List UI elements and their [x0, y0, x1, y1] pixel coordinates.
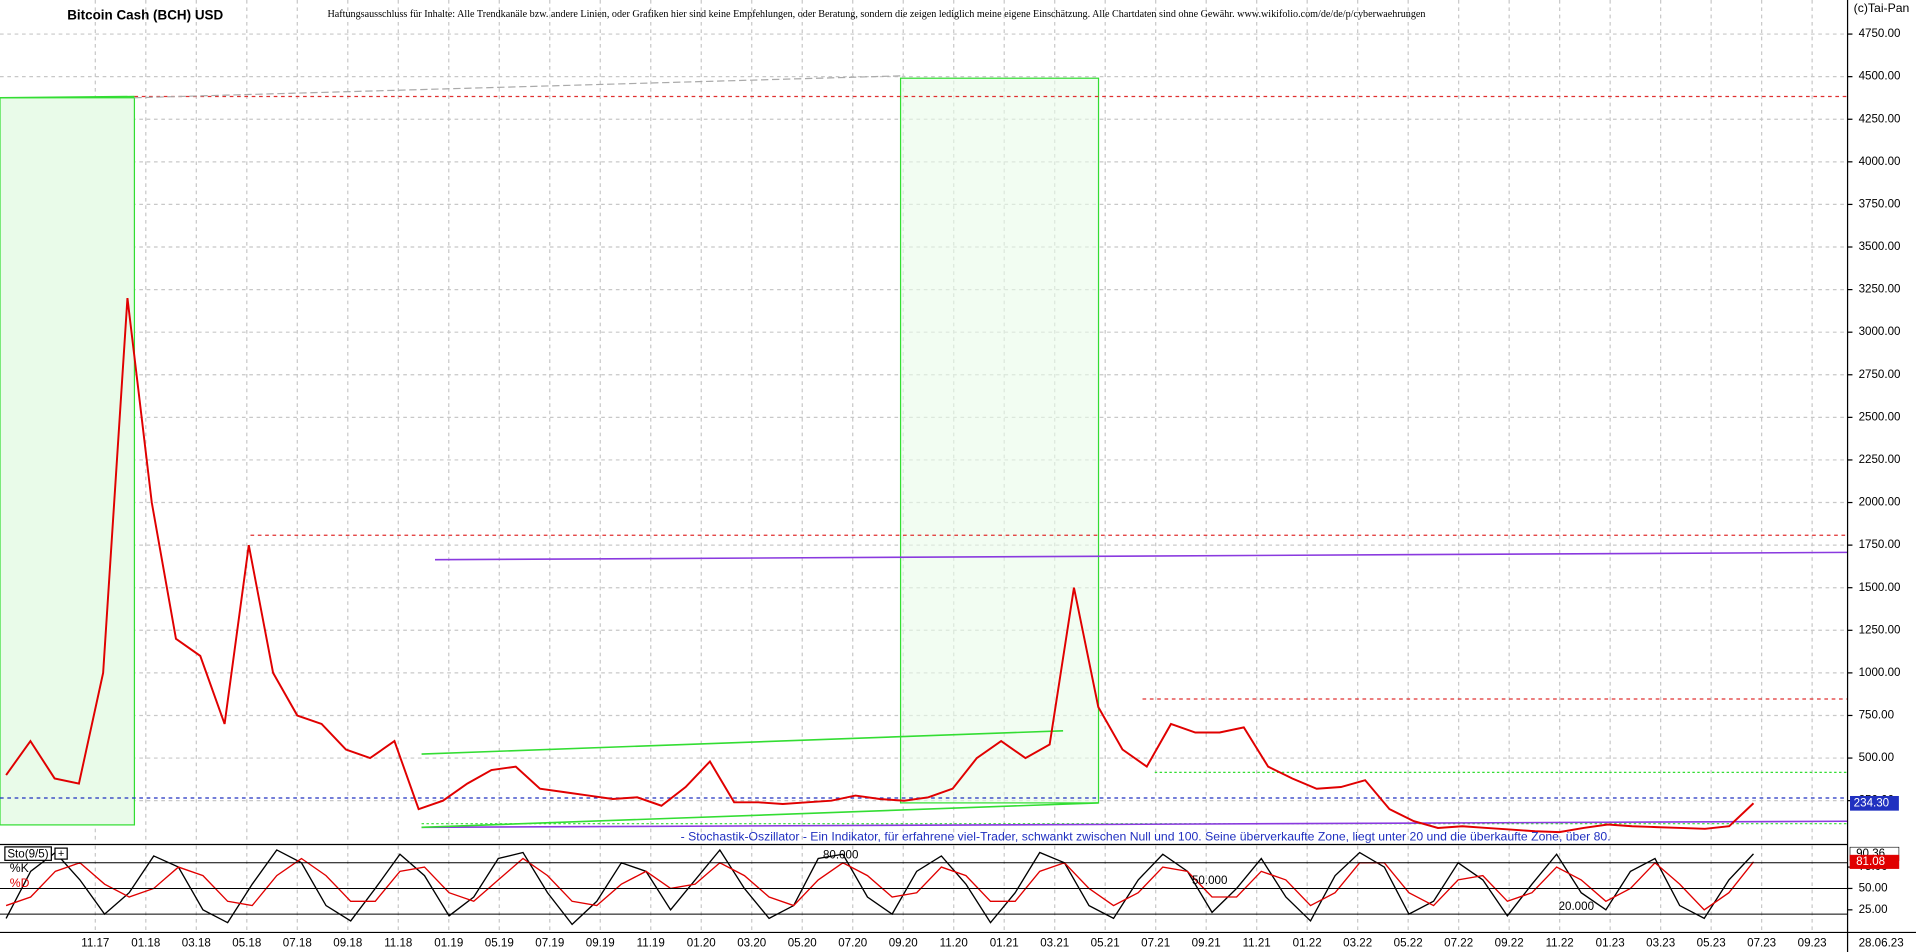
date-label: 28.06.23: [1859, 937, 1904, 950]
x-tick-label: 07.23: [1747, 937, 1776, 950]
trend-line: [0, 95, 135, 99]
x-tick-label: 01.23: [1596, 937, 1625, 950]
y-tick-label: 2500.00: [1859, 410, 1901, 423]
legend-label: %D: [10, 876, 30, 890]
trend-line: [421, 820, 1848, 829]
y-tick-label: 4750.00: [1859, 27, 1901, 40]
x-tick-label: 01.18: [131, 937, 160, 950]
x-tick-label: 03.21: [1040, 937, 1069, 950]
x-tick-label: 05.19: [485, 937, 514, 950]
annotations: [0, 75, 1848, 829]
x-tick-label: 09.19: [586, 937, 615, 950]
x-tick-label: 07.19: [535, 937, 564, 950]
indicator-title: Sto(9/5): [7, 847, 48, 860]
x-tick-label: 11.22: [1546, 937, 1574, 950]
x-tick-label: 03.23: [1646, 937, 1675, 950]
price-tag-label: 234.30: [1854, 796, 1889, 809]
y-tick-label: 2000.00: [1859, 496, 1901, 509]
series-line: [5, 297, 1755, 834]
value-tag-label: 81.08: [1856, 855, 1885, 868]
trend-line: [435, 551, 1848, 561]
x-tick-label: 01.21: [990, 937, 1019, 950]
y-tick-label: 2750.00: [1859, 368, 1901, 381]
y-tick-label: 3000.00: [1859, 325, 1901, 338]
expand-icon[interactable]: +: [58, 848, 64, 860]
x-tick-label: 11.21: [1243, 937, 1271, 950]
chart-title: Bitcoin Cash (BCH) USD: [67, 7, 223, 22]
y-tick-label: 4250.00: [1859, 112, 1901, 125]
x-tick-label: 09.20: [889, 937, 918, 950]
y-tick-label: 500.00: [1859, 751, 1894, 764]
x-tick-label: 11.19: [637, 937, 665, 950]
x-tick-label: 05.20: [788, 937, 817, 950]
x-tick-label: 01.20: [687, 937, 716, 950]
x-tick-label: 09.18: [333, 937, 362, 950]
x-tick-label: 07.21: [1141, 937, 1170, 950]
copyright: (c)Tai-Pan: [1854, 1, 1910, 15]
indicator-note: - Stochastik-Oszillator - Ein Indikator,…: [681, 829, 1611, 843]
trend-line: [134, 75, 905, 99]
x-tick-label: 11.18: [384, 937, 412, 950]
y-tick-label: 25.00: [1859, 903, 1888, 916]
x-tick-label: 09.23: [1798, 937, 1827, 950]
highlight-zone: [899, 77, 1100, 804]
x-tick-label: 05.21: [1091, 937, 1120, 950]
y-tick-label: 4000.00: [1859, 155, 1901, 168]
x-tick-label: 07.22: [1444, 937, 1473, 950]
x-tick-label: 11.17: [81, 937, 109, 950]
x-tick-label: 09.21: [1192, 937, 1221, 950]
expand-button[interactable]: [54, 847, 68, 860]
trend-line: [421, 802, 1099, 829]
level-label: 20.000: [1559, 900, 1594, 913]
y-tick-label: 1250.00: [1859, 623, 1901, 636]
x-tick-label: 01.22: [1293, 937, 1322, 950]
highlight-zone: [0, 97, 136, 826]
y-tick-label: 1000.00: [1859, 666, 1901, 679]
y-tick-label: 50.00: [1859, 882, 1888, 895]
x-tick-label: 05.18: [232, 937, 261, 950]
indicator-box: [4, 846, 52, 861]
x-tick-label: 07.18: [283, 937, 312, 950]
y-tick-label: 2250.00: [1859, 453, 1901, 466]
x-tick-label: 05.22: [1394, 937, 1423, 950]
marks: [0, 297, 1848, 926]
x-tick-label: 11.20: [940, 937, 968, 950]
x-tick-label: 07.20: [838, 937, 867, 950]
y-tick-label: 4500.00: [1859, 70, 1901, 83]
x-tick-label: 09.22: [1495, 937, 1524, 950]
y-tick-label: 3500.00: [1859, 240, 1901, 253]
x-tick-label: 03.20: [737, 937, 766, 950]
level-label: 50.000: [1192, 874, 1227, 887]
trend-line: [421, 730, 1064, 755]
level-label: 80.000: [823, 849, 858, 862]
y-tick-label: 750.00: [1859, 709, 1894, 722]
price-tag: [1850, 795, 1899, 811]
disclaimer: Haftungsausschluss für Inhalte: Alle Tre…: [327, 9, 1425, 20]
y-tick-label: 3750.00: [1859, 197, 1901, 210]
x-tick-label: 03.22: [1343, 937, 1372, 950]
legend-label: %K: [10, 861, 30, 875]
value-tag: [1849, 854, 1900, 869]
x-tick-label: 03.18: [182, 937, 211, 950]
x-tick-label: 05.23: [1697, 937, 1726, 950]
x-tick-label: 01.19: [434, 937, 463, 950]
y-tick-label: 1500.00: [1859, 581, 1901, 594]
y-tick-label: 3250.00: [1859, 283, 1901, 296]
y-tick-label: 1750.00: [1859, 538, 1901, 551]
series-line: [5, 857, 1755, 911]
